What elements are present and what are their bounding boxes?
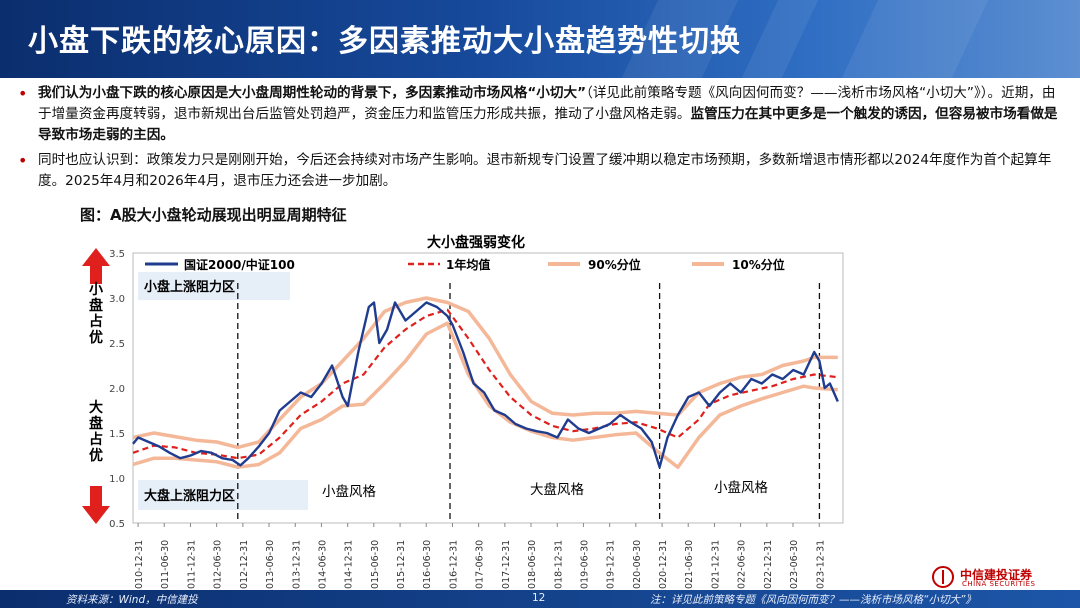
- x-tick-label: 2022-06-30: [737, 540, 748, 590]
- x-tick-label: 2015-12-31: [396, 540, 407, 590]
- y-tick-label: 2.5: [109, 339, 125, 350]
- y-tick-label: 3.5: [109, 249, 125, 260]
- x-tick-label: 2023-06-30: [789, 540, 800, 590]
- footer-note: 注：详见此前策略专题《风向因何而变？——浅析市场风格“小切大”》: [650, 594, 976, 606]
- x-tick-label: 2020-12-31: [658, 540, 669, 590]
- footer-source: 资料来源：Wind，中信建投: [66, 594, 198, 606]
- logo-cn: 中信建投证券: [960, 568, 1033, 582]
- regime-label-2: 大盘风格: [530, 481, 584, 498]
- resist-large-label: 大盘上涨阻力区: [144, 488, 235, 504]
- x-tick-label: 2021-12-31: [710, 540, 721, 590]
- resist-small-box: [138, 272, 290, 300]
- chart-container: 小盘占优 大盘占优 3.5 3.0 2.5 2.0 1.5 1.0 0.5 2010-12-…: [0, 228, 1080, 595]
- x-tick-label: 2015-06-30: [370, 540, 381, 590]
- bullet-2-text: 同时也应认识到：政策发力只是刚刚开始，今后还会持续对市场产生影响。退市新规专门设…: [38, 152, 1052, 189]
- x-tick-label: 2021-06-30: [684, 540, 695, 590]
- legend-label-mean: 1年均值: [446, 257, 490, 272]
- company-logo: 中信建投证券 CHINA SECURITIES: [932, 566, 1072, 590]
- x-tick-label: 2016-12-31: [448, 540, 459, 590]
- y-tick-label: 3.0: [109, 294, 125, 305]
- x-tick-label: 2018-06-30: [527, 540, 538, 590]
- x-tick-label: 2014-12-31: [344, 540, 355, 590]
- page-footer: 资料来源：Wind，中信建投 12 注：详见此前策略专题《风向因何而变？——浅析…: [0, 590, 1080, 608]
- x-tick-label: 2022-12-31: [763, 540, 774, 590]
- ylabel-char: 小: [89, 282, 103, 298]
- legend-label-p10: 10%分位: [732, 257, 785, 272]
- ylabel-char: 优: [89, 447, 103, 464]
- x-tick-label: 2017-12-31: [501, 540, 512, 590]
- x-tick-label: 2019-06-30: [579, 540, 590, 590]
- chart-title: 大小盘强弱变化: [427, 234, 525, 251]
- ylabel-char: 盘: [89, 415, 103, 432]
- x-tick-label: 2011-12-31: [186, 540, 197, 590]
- page-number: 12: [532, 592, 546, 604]
- series-main-line: [132, 301, 839, 469]
- legend-label-main: 国证2000/中证100: [184, 257, 295, 272]
- bullet-dot-icon: •: [18, 151, 28, 170]
- resist-large-box: [138, 480, 308, 510]
- bullet-1-bold-lead: 我们认为小盘下跌的核心原因是大小盘周期性轮动的背景下，多因素推动市场风格“小切大…: [38, 85, 587, 101]
- ylabel-top: 小盘占优: [89, 282, 103, 346]
- y-tick-label: 1.0: [109, 474, 125, 485]
- bullet-item-1: • 我们认为小盘下跌的核心原因是大小盘周期性轮动的背景下，多因素推动市场风格“小…: [18, 83, 1058, 146]
- figure-title: 图：A股大小盘轮动展现出明显周期特征: [80, 206, 347, 224]
- x-tick-label: 2014-06-30: [317, 540, 328, 590]
- logo-mark-icon: [932, 566, 954, 588]
- regime-label-1: 小盘风格: [322, 483, 376, 500]
- rotation-chart: 小盘占优 大盘占优 3.53.02.52.01.51.00.5 2010-12-…: [82, 234, 844, 595]
- legend-label-p90: 90%分位: [588, 257, 641, 272]
- resist-small-label: 小盘上涨阻力区: [144, 279, 235, 295]
- logo-en: CHINA SECURITIES: [962, 580, 1036, 588]
- x-tick-label: 2012-06-30: [213, 540, 224, 590]
- x-tick-label: 2011-06-30: [160, 540, 171, 590]
- x-tick-label: 2013-12-31: [291, 540, 302, 590]
- page-header: 小盘下跌的核心原因：多因素推动大小盘趋势性切换: [0, 0, 1080, 78]
- x-tick-label: 2012-12-31: [239, 540, 250, 590]
- bullet-list: • 我们认为小盘下跌的核心原因是大小盘周期性轮动的背景下，多因素推动市场风格“小…: [18, 83, 1058, 196]
- ylabel-char: 占: [89, 431, 103, 448]
- y-tick-label: 1.5: [109, 429, 125, 440]
- x-tick-label: 2016-06-30: [422, 540, 433, 590]
- regime-label-3: 小盘风格: [714, 479, 768, 496]
- x-tick-label: 2013-06-30: [265, 540, 276, 590]
- page-title: 小盘下跌的核心原因：多因素推动大小盘趋势性切换: [28, 24, 741, 59]
- x-tick-label: 2023-12-31: [815, 540, 826, 590]
- bullet-item-2: • 同时也应认识到：政策发力只是刚刚开始，今后还会持续对市场产生影响。退市新规专…: [18, 150, 1058, 192]
- x-tick-label: 2020-06-30: [632, 540, 643, 590]
- x-tick-label: 2018-12-31: [553, 540, 564, 590]
- ylabel-char: 大: [89, 399, 103, 416]
- x-tick-label: 2010-12-31: [134, 540, 145, 590]
- x-tick-label: 2017-06-30: [475, 540, 486, 590]
- ylabel-bottom: 大盘占优: [89, 399, 103, 464]
- y-tick-label: 0.5: [109, 519, 125, 530]
- arrow-up-icon: [82, 248, 110, 284]
- series-p90-line: [132, 296, 838, 450]
- bullet-1-text: （详见此前策略专题《风向因何而变？——浅析市场风格“小切大”》）。近期，由于增量…: [38, 85, 1056, 122]
- bullet-dot-icon: •: [18, 84, 28, 103]
- ylabel-char: 优: [89, 329, 103, 346]
- chart-legend: 国证2000/中证100 1年均值 90%分位 10%分位: [145, 257, 785, 272]
- ylabel-char: 占: [89, 313, 103, 330]
- ylabel-char: 盘: [89, 297, 103, 314]
- bullet-1-bold-tail: 监管压力在其中更多是一个触发的诱因，但容易被市场看做是导致市场走弱的主因。: [38, 106, 1058, 143]
- plot-area: [132, 252, 844, 524]
- arrow-down-icon: [82, 486, 110, 524]
- y-tick-label: 2.0: [109, 384, 125, 395]
- series-p10-line: [132, 321, 838, 469]
- x-tick-label: 2019-12-31: [606, 540, 617, 590]
